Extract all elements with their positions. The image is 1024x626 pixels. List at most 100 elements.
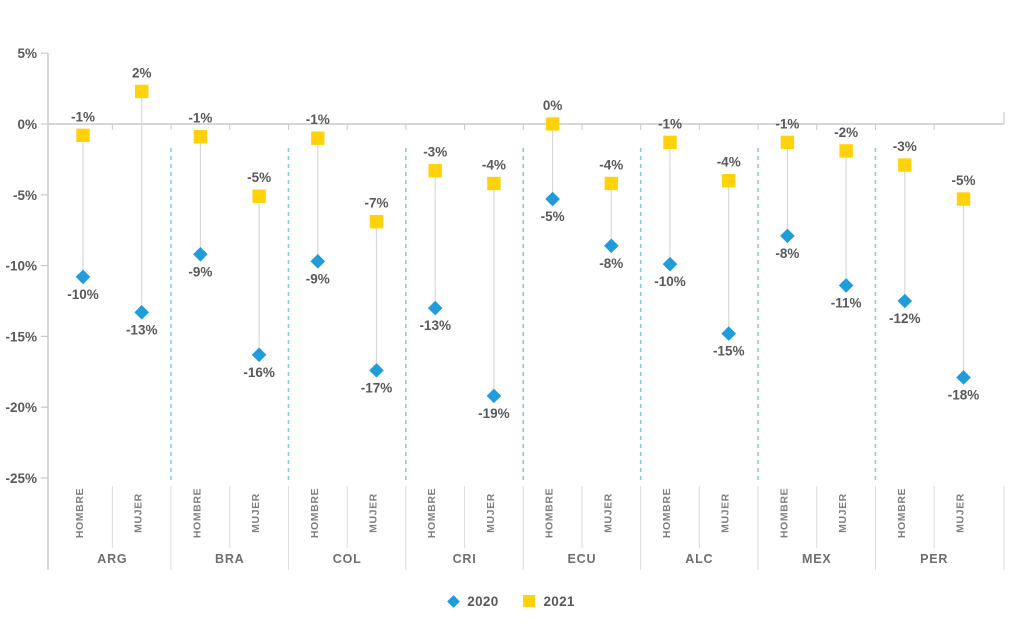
y-axis-tick-label: 5% xyxy=(17,46,37,61)
value-label-2021-ecu-mujer: -4% xyxy=(599,157,623,172)
value-label-2021-bra-hombre: -1% xyxy=(188,111,212,126)
subcategory-label-per-hombre: HOMBRE xyxy=(896,488,908,538)
marker-2020-per-mujer xyxy=(956,370,971,385)
marker-2020-col-hombre xyxy=(310,254,326,269)
value-label-2020-bra-hombre: -9% xyxy=(188,264,212,279)
value-label-2021-per-hombre: -3% xyxy=(893,139,917,154)
value-label-2020-ecu-hombre: -5% xyxy=(541,209,565,224)
category-label-arg: ARG xyxy=(97,552,127,566)
category-label-cri: CRI xyxy=(453,552,477,566)
marker-2021-bra-hombre xyxy=(193,130,208,144)
marker-2021-alc-hombre xyxy=(663,135,677,150)
value-label-2020-bra-mujer: -16% xyxy=(243,365,275,380)
subcategory-label-alc-hombre: HOMBRE xyxy=(661,488,673,538)
value-label-2020-ecu-mujer: -8% xyxy=(599,256,623,271)
value-label-2020-cri-mujer: -19% xyxy=(478,406,510,421)
value-label-2021-alc-mujer: -4% xyxy=(717,155,741,170)
value-label-2021-col-mujer: -7% xyxy=(364,196,388,211)
marker-2020-arg-hombre xyxy=(75,269,91,285)
marker-2020-cri-hombre xyxy=(427,300,443,316)
subcategory-label-ecu-hombre: HOMBRE xyxy=(544,488,556,538)
marker-2020-mex-mujer xyxy=(838,278,854,293)
diamond-marker-icon xyxy=(447,594,461,608)
marker-2020-per-hombre xyxy=(897,293,913,309)
marker-2021-cri-mujer xyxy=(487,176,501,191)
value-label-2020-col-mujer: -17% xyxy=(361,380,393,395)
marker-2020-arg-mujer xyxy=(134,305,149,320)
category-label-per: PER xyxy=(920,552,948,566)
value-label-2021-arg-hombre: -1% xyxy=(71,109,95,124)
marker-2020-col-mujer xyxy=(369,363,384,378)
marker-2021-arg-hombre xyxy=(76,128,90,143)
value-label-2020-cri-hombre: -13% xyxy=(419,318,451,333)
marker-2021-per-hombre xyxy=(898,158,912,172)
category-label-mex: MEX xyxy=(802,552,832,566)
subcategory-label-bra-mujer: MUJER xyxy=(250,493,262,533)
marker-2020-ecu-hombre xyxy=(545,191,560,207)
value-label-2021-arg-mujer: 2% xyxy=(132,65,152,80)
value-label-2020-alc-mujer: -15% xyxy=(713,344,745,359)
marker-2021-ecu-hombre xyxy=(545,117,560,131)
square-marker-icon xyxy=(522,595,535,607)
marker-2020-bra-hombre xyxy=(193,246,208,262)
marker-2020-ecu-mujer xyxy=(604,238,619,254)
marker-2020-bra-mujer xyxy=(251,347,267,363)
value-label-2020-col-hombre: -9% xyxy=(306,271,330,286)
subcategory-label-arg-mujer: MUJER xyxy=(133,493,145,533)
value-label-2021-alc-hombre: -1% xyxy=(658,116,682,131)
legend-item-2021: 2021 xyxy=(522,593,575,609)
marker-2021-mex-hombre xyxy=(780,135,795,150)
value-label-2021-col-hombre: -1% xyxy=(306,112,330,127)
marker-2021-arg-mujer xyxy=(135,84,149,99)
chart-legend: 2020 2021 xyxy=(0,588,1024,614)
value-label-2020-arg-hombre: -10% xyxy=(67,287,99,302)
marker-2020-alc-hombre xyxy=(662,256,678,272)
value-label-2021-ecu-hombre: 0% xyxy=(543,98,563,113)
subcategory-label-mex-mujer: MUJER xyxy=(837,493,849,533)
subcategory-label-arg-hombre: HOMBRE xyxy=(74,488,86,538)
subcategory-label-cri-hombre: HOMBRE xyxy=(426,488,438,538)
subcategory-label-col-hombre: HOMBRE xyxy=(309,488,321,538)
marker-2021-bra-mujer xyxy=(252,189,266,203)
marker-2021-col-mujer xyxy=(369,215,384,229)
marker-2020-alc-mujer xyxy=(721,326,736,341)
value-label-2021-per-mujer: -5% xyxy=(951,173,975,188)
value-label-2020-mex-hombre: -8% xyxy=(775,246,799,261)
marker-2021-col-hombre xyxy=(311,131,325,145)
category-label-alc: ALC xyxy=(685,552,713,566)
y-axis-tick-label: 0% xyxy=(17,117,37,132)
subcategory-label-mex-hombre: HOMBRE xyxy=(778,488,790,538)
subcategory-label-ecu-mujer: MUJER xyxy=(602,493,614,533)
value-label-2020-alc-hombre: -10% xyxy=(654,274,686,289)
y-axis-tick-label: -10% xyxy=(5,259,37,274)
subcategory-label-col-mujer: MUJER xyxy=(368,493,380,533)
marker-2021-mex-mujer xyxy=(839,144,853,158)
subcategory-label-per-mujer: MUJER xyxy=(955,493,967,533)
value-label-2020-arg-mujer: -13% xyxy=(126,322,158,337)
value-label-2020-per-mujer: -18% xyxy=(948,387,980,402)
marker-2021-alc-mujer xyxy=(722,173,736,188)
marker-2021-cri-hombre xyxy=(428,164,442,178)
value-label-2020-mex-mujer: -11% xyxy=(831,295,862,310)
legend-item-2020: 2020 xyxy=(447,593,499,609)
legend-label-2021: 2021 xyxy=(543,593,575,609)
value-label-2021-mex-hombre: -1% xyxy=(775,116,799,131)
category-label-col: COL xyxy=(333,552,362,566)
category-label-bra: BRA xyxy=(215,552,244,566)
subcategory-label-bra-hombre: HOMBRE xyxy=(191,488,203,538)
subcategory-label-cri-mujer: MUJER xyxy=(485,493,497,533)
marker-2021-ecu-mujer xyxy=(604,176,618,191)
y-axis-tick-label: -25% xyxy=(5,471,37,486)
value-label-2021-bra-mujer: -5% xyxy=(247,170,271,185)
value-label-2021-cri-mujer: -4% xyxy=(482,157,506,172)
value-label-2020-per-hombre: -12% xyxy=(889,311,921,326)
marker-2020-mex-hombre xyxy=(780,228,795,244)
legend-label-2020: 2020 xyxy=(467,593,499,609)
marker-2021-per-mujer xyxy=(956,192,971,206)
value-label-2021-cri-hombre: -3% xyxy=(423,145,447,160)
y-axis-tick-label: -5% xyxy=(13,188,37,203)
marker-2020-cri-mujer xyxy=(486,388,502,404)
value-label-2021-mex-mujer: -2% xyxy=(834,125,858,140)
y-axis-tick-label: -15% xyxy=(5,329,37,344)
